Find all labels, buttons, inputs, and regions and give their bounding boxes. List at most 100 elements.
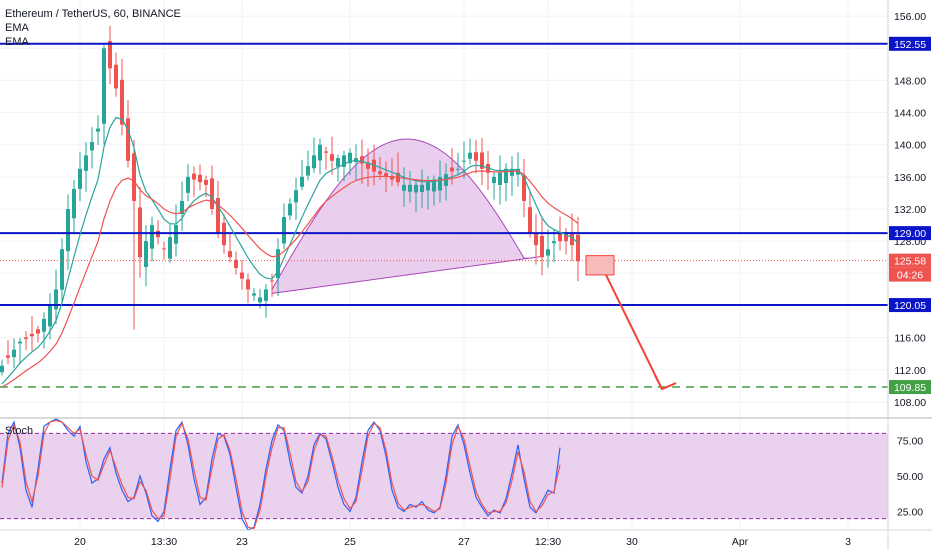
candle-body [246,279,250,290]
candle-body [228,251,232,258]
candle-body [96,128,100,132]
candle-body [54,289,58,310]
candle-body [318,144,322,161]
stoch-y-tick-label: 25.00 [897,507,923,519]
candle-body [6,355,10,358]
candle-body [564,232,568,242]
candle-body [552,241,556,244]
candle-body [72,188,76,219]
candle-body [420,184,424,192]
countdown-label [889,267,931,282]
candle-body [270,280,274,282]
candle-body [426,182,430,191]
projection-arrow [605,274,663,390]
candle-body [186,176,190,193]
candle-body [18,341,22,344]
projection-arrow-head [654,374,677,391]
x-tick-label: 30 [626,536,638,548]
candle-body [438,176,442,191]
stoch-y-tick-label: 75.00 [897,435,923,447]
stoch-band [0,433,888,519]
candle-body [474,152,478,161]
candle-body [210,178,214,209]
x-tick-label: 13:30 [151,536,177,548]
y-tick-label: 116.00 [894,333,925,345]
candle-body [528,207,532,234]
x-tick-label: 12:30 [535,536,561,548]
level-price-label [889,36,931,51]
candle-body [192,173,196,180]
y-tick-label: 148.00 [894,75,926,87]
candle-body [252,293,256,296]
candle-body [468,152,472,159]
stoch-y-tick-label: 50.00 [897,471,923,483]
level-price-label [889,226,931,241]
candle-body [114,64,118,89]
candle-body [168,237,172,259]
candle-body [384,173,388,177]
candle-body [456,168,460,170]
candle-body [366,162,370,169]
level-price-label-text: 109.85 [894,382,926,394]
candle-body [444,174,448,186]
level-price-label-text: 152.55 [894,39,926,51]
candle-body [570,232,574,246]
candle-body [144,241,148,267]
candle-body [258,297,262,303]
candle-body [234,259,238,268]
candle-body [330,154,334,161]
candle-body [162,248,166,250]
candle-body [540,235,544,258]
y-tick-label: 132.00 [894,204,926,216]
candle-body [300,176,304,187]
level-price-label [889,380,931,395]
candle-body [288,203,292,216]
x-tick-label: Apr [732,536,749,548]
candle-body [510,168,514,176]
candle-body [132,153,136,201]
candle-body [414,184,418,193]
level-price-label-text: 120.05 [894,300,926,312]
candle-body [504,168,508,184]
countdown-label-text: 04:26 [897,270,923,282]
candle-body [180,200,184,214]
candle-body [90,142,94,151]
candle-body [108,40,112,69]
y-tick-label: 140.00 [894,140,926,152]
candle-body [78,168,82,189]
candle-body [558,232,562,242]
candle-body [120,79,124,125]
candle-body [408,184,412,192]
rounded-top-pattern [271,138,543,294]
stoch-title: Stoch [5,425,33,437]
candle-body [204,179,208,185]
last-price-label-text: 125.58 [894,256,926,268]
candle-body [48,304,52,327]
chart-title: Ethereum / TetherUS, 60, BINANCE [5,8,181,20]
candle-body [126,118,130,161]
candle-body [432,179,436,192]
candle-body [348,152,352,164]
candle-body [312,155,316,169]
candle-body [336,158,340,167]
candle-body [462,160,466,162]
candle-body [450,167,454,172]
candle-body [150,225,154,249]
candle-body [522,176,526,201]
candle-body [42,318,46,332]
indicator-label: EMA [5,36,30,48]
candle-body [0,365,4,373]
x-tick-label: 25 [344,536,356,548]
candle-body [306,166,310,176]
candle-body [546,249,550,256]
candle-body [84,155,88,171]
x-tick-label: 27 [458,536,470,548]
candle-body [264,289,268,301]
candle-body [516,168,520,175]
candle-body [240,272,244,279]
candle-body [36,329,40,334]
stoch-d-line [1,419,561,530]
candle-body [174,225,178,244]
target-box [585,255,615,276]
